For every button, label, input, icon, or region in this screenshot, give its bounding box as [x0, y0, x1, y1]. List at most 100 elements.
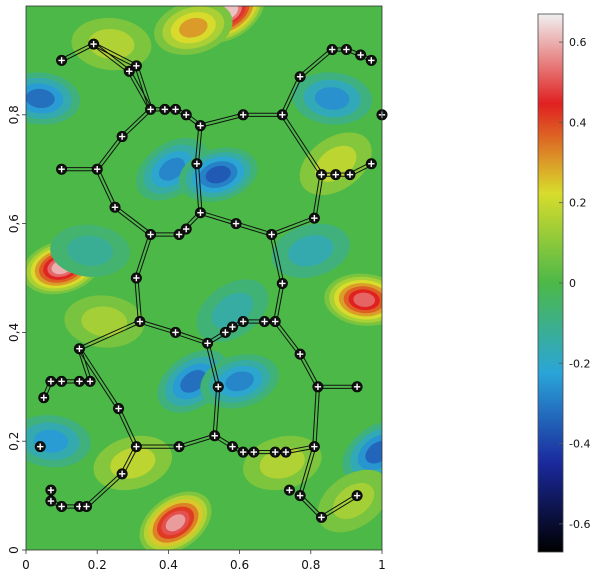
bond-line: [77, 348, 93, 383]
atom-marker: [194, 207, 206, 219]
bond-line: [298, 353, 320, 388]
bond-line: [273, 320, 302, 356]
atom-marker: [294, 348, 306, 360]
field-blob: [71, 17, 152, 71]
atom-marker: [180, 109, 192, 121]
x-tick-label: 0: [22, 558, 30, 572]
atom-marker: [130, 272, 142, 284]
bond-line: [95, 168, 117, 209]
field-blob: [64, 295, 145, 348]
atom-marker: [173, 441, 185, 453]
atom-marker: [130, 60, 142, 72]
atom-marker: [365, 158, 377, 170]
plot-frame: [25, 5, 383, 551]
bond-line: [85, 472, 124, 509]
x-axis: 0 0.2 0.4 0.6 0.8 1: [22, 550, 386, 572]
colorbar-tick-label: -0.2: [569, 357, 590, 370]
bond-line: [113, 205, 152, 237]
atom-marker: [159, 103, 171, 115]
bond-line: [61, 167, 98, 172]
bond-line: [178, 433, 216, 449]
atom-marker: [88, 38, 100, 50]
bond-line: [136, 444, 180, 449]
atom-marker: [56, 375, 68, 387]
atom-marker: [91, 163, 103, 175]
atom-marker: [308, 441, 320, 453]
x-tick-label: 0.4: [159, 558, 178, 572]
colorbar-tick-label: 0: [569, 277, 576, 290]
atom-marker: [73, 375, 85, 387]
molecular-atoms: [34, 38, 388, 523]
bond-line: [298, 446, 317, 497]
y-tick-label: 0,6: [7, 214, 21, 233]
bond-line: [273, 283, 285, 322]
bond-line: [280, 113, 324, 176]
colorbar-ticks: 0.6 0.4 0.2 0 -0.2 -0.4 -0.6: [559, 36, 590, 531]
bond-line: [243, 112, 283, 117]
atom-marker: [116, 131, 128, 143]
atom-marker: [344, 169, 356, 181]
atom-marker: [294, 490, 306, 502]
bond-line: [269, 234, 285, 284]
bond-line: [174, 330, 209, 346]
bond-line: [194, 163, 203, 213]
y-tick-label: 0,8: [7, 105, 21, 124]
field-blob: [26, 415, 91, 468]
field-blob: [26, 72, 81, 125]
atom-marker: [294, 71, 306, 83]
x-tick-label: 1: [378, 558, 386, 572]
x-tick-label: 0.8: [301, 558, 320, 572]
field-blob: [139, 491, 212, 550]
field-blob: [50, 224, 130, 277]
atom-marker: [308, 212, 320, 224]
atom-marker: [109, 201, 121, 213]
atom-marker: [180, 223, 192, 235]
atom-marker: [315, 169, 327, 181]
atom-marker: [56, 54, 68, 66]
bond-line: [134, 65, 153, 111]
y-tick-label: 0,4: [7, 323, 21, 342]
bond-line: [320, 493, 359, 520]
atom-marker: [237, 109, 249, 121]
bond-line: [199, 112, 244, 128]
atom-marker: [56, 163, 68, 175]
atom-marker: [365, 54, 377, 66]
atom-marker: [266, 228, 278, 240]
atom-marker: [212, 381, 224, 393]
atom-marker: [280, 446, 292, 458]
atom-marker: [73, 343, 85, 355]
atom-marker: [170, 103, 182, 115]
atom-marker: [283, 484, 295, 496]
atom-marker: [237, 316, 249, 328]
bond-line: [78, 319, 141, 351]
bond-line: [270, 216, 316, 237]
atom-marker: [269, 446, 281, 458]
bond-line: [280, 75, 303, 116]
bond-line: [134, 233, 153, 279]
colorbar-tick-label: 0.6: [569, 36, 587, 49]
atom-marker: [351, 490, 363, 502]
field-blob: [342, 420, 382, 484]
atom-marker: [173, 228, 185, 240]
bond-line: [77, 347, 121, 410]
bond-line: [317, 384, 358, 389]
atom-marker: [81, 500, 93, 512]
atom-marker: [330, 169, 342, 181]
bond-line: [199, 210, 237, 226]
field-blob: [292, 72, 373, 125]
heatmap-plot: [25, 5, 388, 551]
bond-line: [139, 319, 177, 335]
atom-marker: [202, 337, 214, 349]
atom-marker: [84, 375, 96, 387]
atom-marker: [312, 381, 324, 393]
bond-line: [120, 107, 153, 139]
bond-line: [212, 386, 221, 436]
atom-marker: [315, 511, 327, 523]
atom-marker: [56, 500, 68, 512]
atom-marker: [248, 446, 260, 458]
y-axis: 0 0,2 0,4 0,6 0,8: [7, 105, 26, 554]
bond-line: [116, 407, 139, 448]
atom-marker: [191, 158, 203, 170]
atom-marker: [351, 381, 363, 393]
atom-marker: [145, 228, 157, 240]
